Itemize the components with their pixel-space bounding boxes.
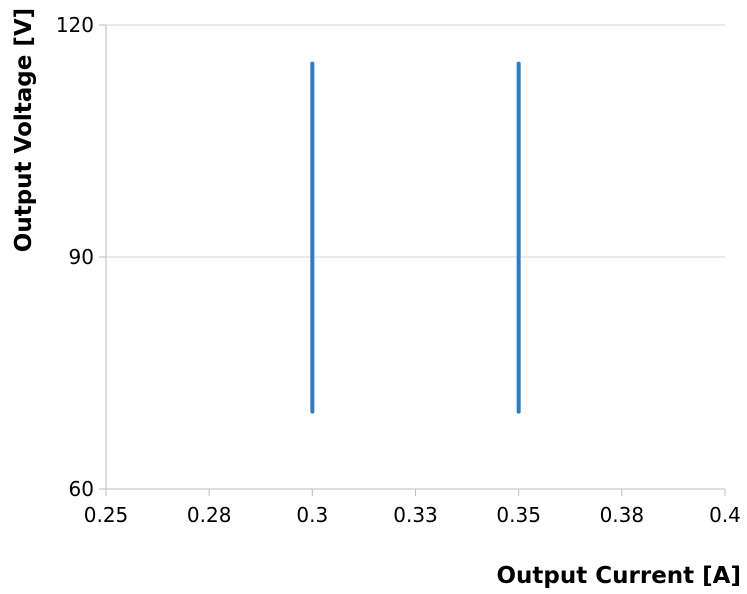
- y-tick-label: 60: [69, 477, 94, 501]
- x-tick-label: 0.33: [393, 503, 438, 527]
- x-tick-label: 0.25: [84, 503, 129, 527]
- x-tick-label: 0.38: [600, 503, 645, 527]
- y-axis-title: Output Voltage [V]: [11, 8, 37, 252]
- x-tick-label: 0.28: [187, 503, 232, 527]
- x-axis-title: Output Current [A]: [497, 563, 742, 589]
- x-tick-label: 0.35: [496, 503, 541, 527]
- axes: [99, 24, 726, 496]
- x-tick-label: 0.4: [709, 503, 741, 527]
- tick-labels: 60 90 120 0.25 0.28 0.3 0.33 0.35 0.38 0.4: [56, 13, 741, 527]
- y-tick-label: 120: [56, 13, 94, 37]
- grid: [106, 24, 725, 258]
- x-tick-label: 0.3: [296, 503, 328, 527]
- series-layer: [310, 61, 521, 414]
- y-tick-label: 90: [69, 245, 94, 269]
